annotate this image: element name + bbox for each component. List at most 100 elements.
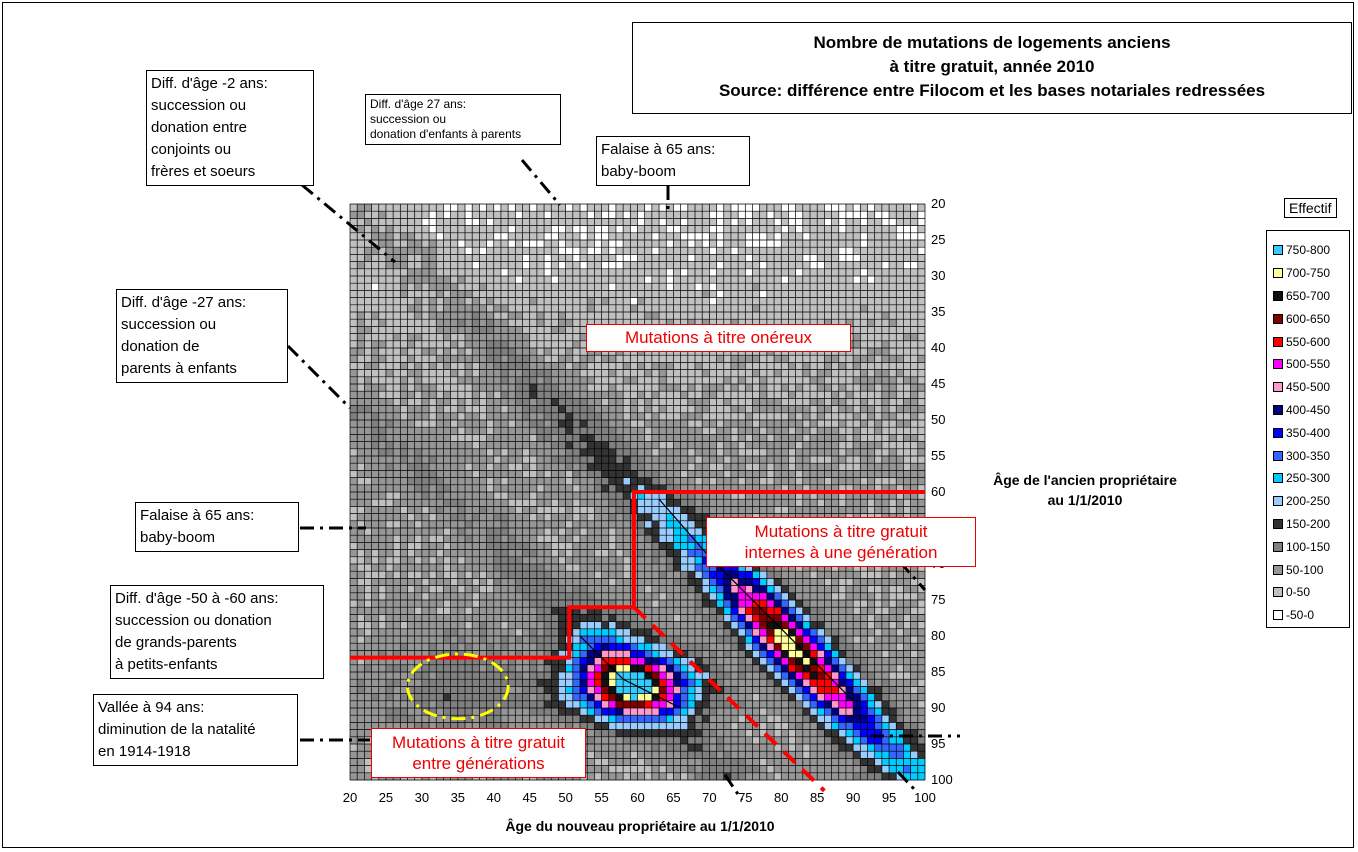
heat-cell <box>630 384 638 392</box>
heat-cell <box>457 276 466 284</box>
heat-cell <box>738 254 746 262</box>
heat-cell <box>774 614 782 622</box>
heat-cell <box>594 607 602 615</box>
heat-cell <box>357 240 365 248</box>
heat-cell <box>680 297 689 306</box>
heat-cell <box>623 564 631 572</box>
heat-cell <box>515 643 523 651</box>
heat-cell <box>429 254 437 262</box>
heat-cell <box>788 700 796 709</box>
heat-cell <box>723 225 732 234</box>
heat-cell <box>443 405 451 414</box>
heat-cell <box>429 621 437 630</box>
heat-cell <box>738 304 746 313</box>
heat-cell <box>702 643 710 651</box>
heat-cell <box>687 477 696 486</box>
heat-cell <box>443 643 451 651</box>
heat-cell <box>659 412 667 421</box>
heat-cell <box>716 232 725 241</box>
heat-cell <box>580 628 588 637</box>
heat-cell <box>544 513 552 522</box>
heat-cell <box>702 672 710 680</box>
heat-cell <box>479 312 487 320</box>
heat-cell <box>536 326 545 334</box>
heat-cell <box>515 614 523 622</box>
heat-cell <box>493 441 502 450</box>
heat-cell <box>479 600 487 608</box>
heat-cell <box>508 477 516 486</box>
heat-cell <box>371 384 380 392</box>
heat-cell <box>465 621 473 630</box>
heat-cell <box>651 420 660 428</box>
heat-cell <box>608 448 617 457</box>
heat-cell <box>472 340 480 349</box>
heat-cell <box>500 268 509 277</box>
heat-cell <box>695 564 703 572</box>
heat-cell <box>522 333 530 342</box>
heat-cell <box>414 290 423 298</box>
heat-cell <box>436 319 444 327</box>
heat-cell <box>637 556 645 565</box>
heat-cell <box>515 463 523 471</box>
heat-cell <box>587 254 595 262</box>
heat-cell <box>465 312 473 320</box>
heat-cell <box>400 304 408 313</box>
heat-cell <box>551 225 559 234</box>
heat-cell <box>752 664 760 673</box>
heat-cell <box>716 391 725 399</box>
heat-cell <box>400 528 408 536</box>
heat-cell <box>472 657 480 666</box>
heat-cell <box>673 621 681 630</box>
heat-cell <box>716 211 725 219</box>
heat-cell <box>594 672 602 680</box>
heat-cell <box>630 751 638 759</box>
heat-cell <box>594 448 602 457</box>
heat-cell <box>580 405 588 414</box>
heat-cell <box>493 254 502 262</box>
heat-cell <box>623 736 631 745</box>
heat-cell <box>385 585 394 594</box>
heat-cell <box>673 254 681 262</box>
heat-cell <box>608 420 617 428</box>
heat-cell <box>508 520 516 529</box>
heat-cell <box>680 470 689 478</box>
heat-cell <box>687 276 696 284</box>
heat-cell <box>558 528 566 536</box>
heat-cell <box>695 708 703 716</box>
heat-cell <box>644 211 653 219</box>
heat-cell <box>781 664 789 673</box>
heat-cell <box>666 261 674 270</box>
heat-cell <box>551 456 559 464</box>
heat-cell <box>508 333 516 342</box>
heat-cell <box>407 204 415 212</box>
heat-cell <box>572 528 581 536</box>
heat-cell <box>357 218 365 226</box>
heat-cell <box>479 441 487 450</box>
heat-cell <box>702 657 710 666</box>
heat-cell <box>536 535 545 543</box>
heat-cell <box>702 708 710 716</box>
heat-cell <box>443 420 451 428</box>
heat-cell <box>544 319 552 327</box>
heat-cell <box>766 247 775 255</box>
heat-cell <box>752 247 760 255</box>
heat-cell <box>673 290 681 298</box>
heat-cell <box>565 405 574 414</box>
heat-cell <box>637 225 645 234</box>
heat-cell <box>709 772 717 781</box>
heat-cell <box>601 650 610 658</box>
heat-cell <box>716 441 725 450</box>
heat-cell <box>745 434 753 442</box>
heat-cell <box>659 528 667 536</box>
heat-cell <box>766 600 775 608</box>
heat-cell <box>738 636 746 644</box>
heat-cell <box>407 448 415 457</box>
heat-cell <box>695 434 703 442</box>
heat-cell <box>615 304 624 313</box>
heat-cell <box>515 427 523 435</box>
heat-cell <box>385 456 394 464</box>
heat-cell <box>687 556 696 565</box>
heat-cell <box>536 614 545 622</box>
heat-cell <box>544 218 552 226</box>
heat-cell <box>766 492 775 500</box>
